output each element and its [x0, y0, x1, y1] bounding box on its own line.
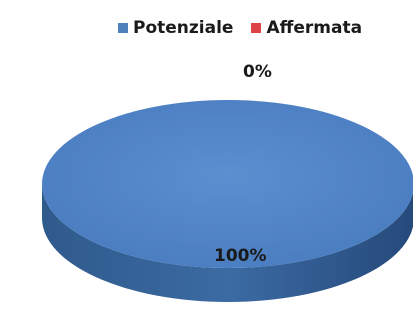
pie-side-wall	[42, 184, 413, 302]
chart-legend: Potenziale Affermata	[118, 18, 362, 38]
legend-item-affermata: Affermata	[251, 18, 362, 38]
pie-slice-potenziale	[42, 100, 413, 268]
legend-item-potenziale: Potenziale	[118, 18, 233, 38]
legend-swatch-affermata	[251, 23, 262, 33]
legend-label-potenziale: Potenziale	[133, 18, 234, 38]
legend-label-affermata: Affermata	[266, 18, 363, 38]
data-label-affermata: 0%	[243, 62, 272, 82]
data-label-potenziale: 100%	[214, 246, 267, 266]
legend-swatch-potenziale	[118, 23, 128, 33]
